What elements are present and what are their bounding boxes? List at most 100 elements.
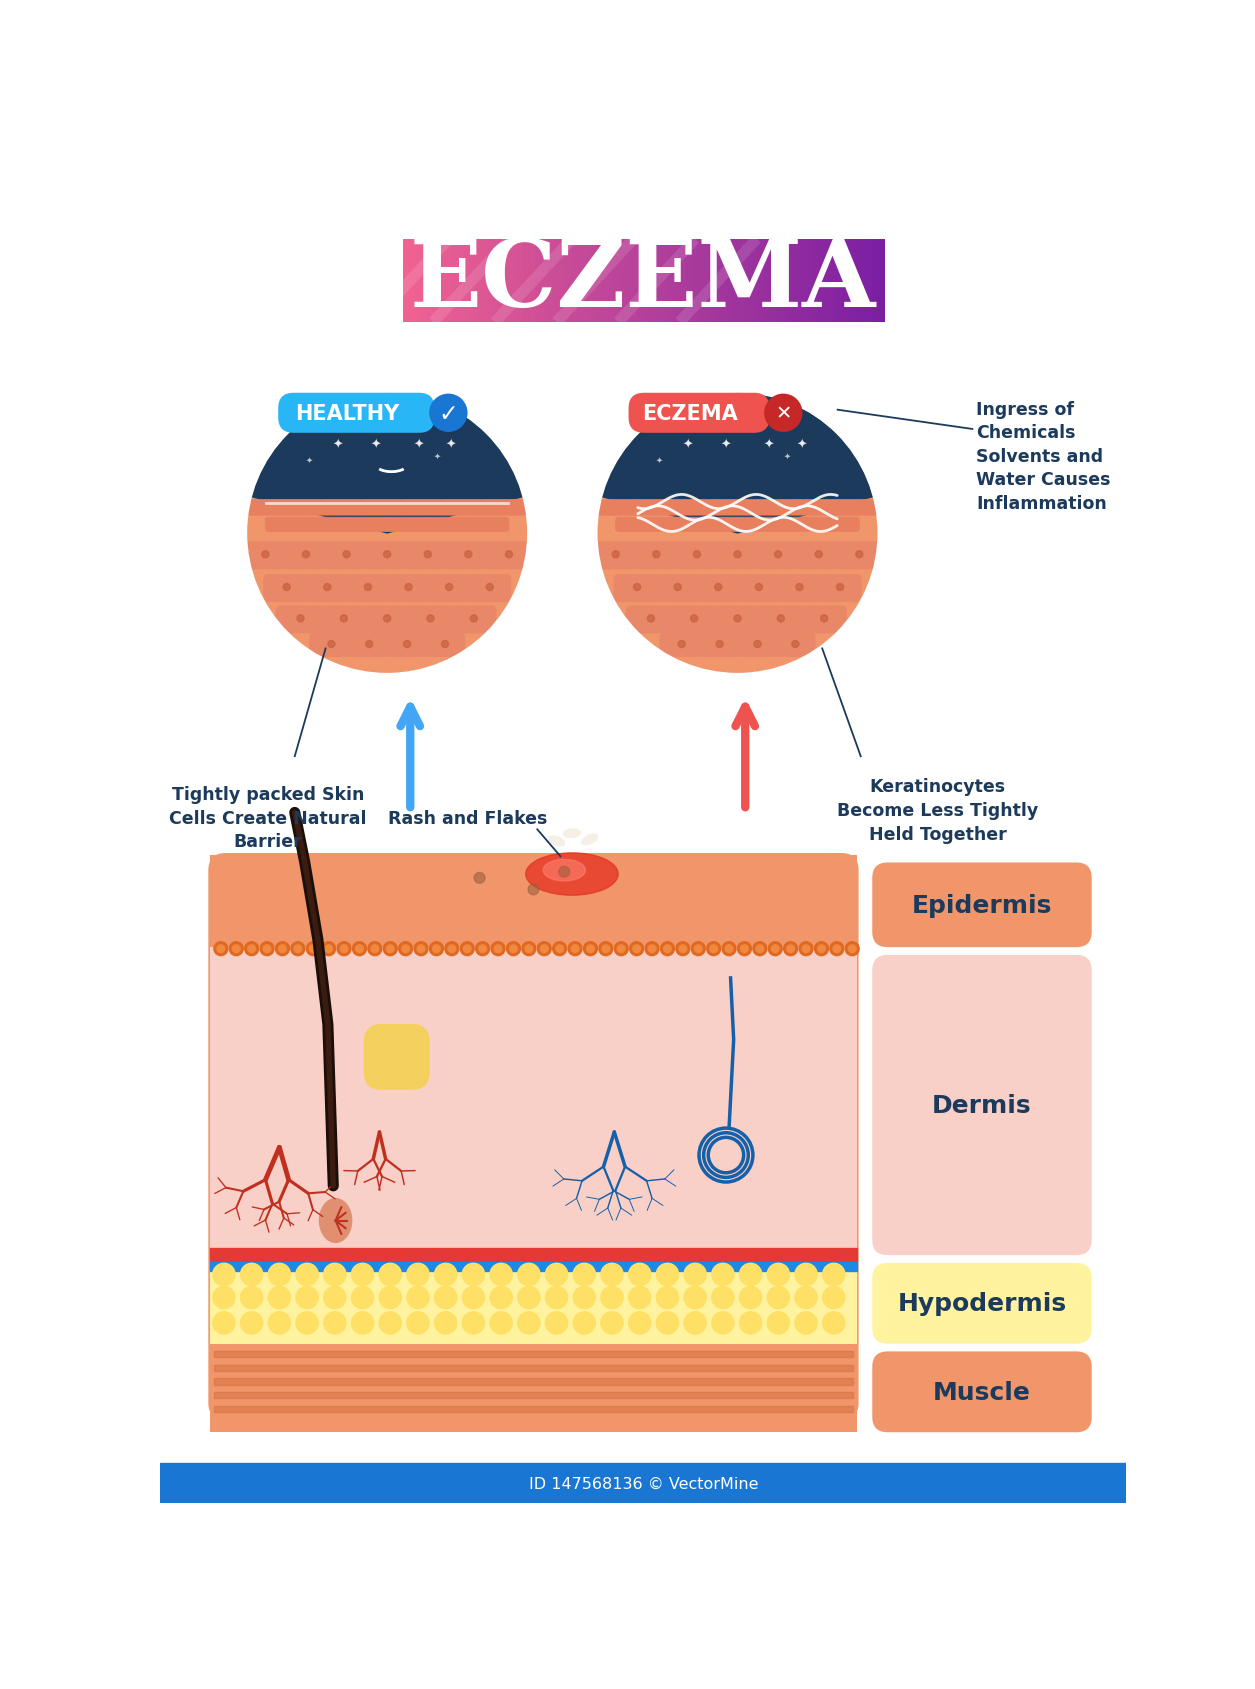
- Circle shape: [799, 942, 813, 956]
- Bar: [535, 240, 542, 323]
- Bar: [607, 240, 614, 323]
- Circle shape: [740, 1263, 762, 1285]
- Bar: [487, 240, 494, 323]
- Circle shape: [442, 642, 448, 649]
- FancyBboxPatch shape: [713, 606, 759, 633]
- Circle shape: [324, 584, 331, 591]
- Circle shape: [355, 946, 363, 953]
- Bar: [468, 240, 476, 323]
- Circle shape: [404, 642, 410, 649]
- FancyBboxPatch shape: [365, 1025, 429, 1089]
- Circle shape: [571, 946, 579, 953]
- Bar: [638, 240, 644, 323]
- FancyBboxPatch shape: [405, 542, 448, 569]
- Ellipse shape: [548, 836, 565, 846]
- Circle shape: [774, 551, 782, 559]
- Circle shape: [552, 942, 566, 956]
- FancyBboxPatch shape: [345, 519, 389, 532]
- FancyBboxPatch shape: [423, 633, 464, 657]
- FancyBboxPatch shape: [484, 500, 528, 515]
- Circle shape: [264, 946, 271, 953]
- FancyBboxPatch shape: [596, 500, 640, 515]
- Circle shape: [328, 642, 335, 649]
- Bar: [511, 240, 518, 323]
- Circle shape: [712, 1312, 734, 1334]
- Bar: [439, 240, 446, 323]
- Text: ✦: ✦: [763, 439, 774, 453]
- Circle shape: [802, 946, 809, 953]
- Circle shape: [692, 942, 705, 956]
- Circle shape: [260, 942, 274, 956]
- Circle shape: [814, 942, 828, 956]
- Circle shape: [574, 1287, 595, 1309]
- FancyBboxPatch shape: [626, 606, 673, 633]
- Circle shape: [435, 1287, 457, 1309]
- Circle shape: [768, 1263, 789, 1285]
- Circle shape: [321, 942, 335, 956]
- Circle shape: [629, 1312, 650, 1334]
- Circle shape: [384, 551, 390, 559]
- Circle shape: [684, 1312, 707, 1334]
- Circle shape: [364, 584, 371, 591]
- Circle shape: [435, 1312, 457, 1334]
- Bar: [673, 240, 680, 323]
- Bar: [517, 240, 525, 323]
- FancyBboxPatch shape: [385, 519, 429, 532]
- Text: Tightly packed Skin
Cells Create Natural
Barrier: Tightly packed Skin Cells Create Natural…: [169, 785, 366, 851]
- Bar: [769, 240, 777, 323]
- Circle shape: [656, 1263, 678, 1285]
- Circle shape: [764, 395, 802, 432]
- Circle shape: [365, 642, 373, 649]
- Circle shape: [399, 942, 413, 956]
- Bar: [860, 240, 867, 323]
- FancyBboxPatch shape: [464, 519, 510, 532]
- Circle shape: [584, 942, 597, 956]
- FancyBboxPatch shape: [385, 576, 429, 601]
- Circle shape: [479, 946, 487, 953]
- Circle shape: [241, 1312, 262, 1334]
- Circle shape: [833, 946, 841, 953]
- Circle shape: [324, 1287, 345, 1309]
- Bar: [498, 240, 506, 323]
- Text: Dermis: Dermis: [932, 1093, 1032, 1118]
- Circle shape: [518, 1287, 540, 1309]
- Circle shape: [754, 642, 761, 649]
- Circle shape: [541, 946, 548, 953]
- Text: Muscle: Muscle: [932, 1380, 1030, 1404]
- Circle shape: [379, 1263, 402, 1285]
- Circle shape: [291, 942, 305, 956]
- Circle shape: [414, 942, 428, 956]
- FancyBboxPatch shape: [757, 606, 803, 633]
- FancyBboxPatch shape: [467, 576, 511, 601]
- Circle shape: [463, 1263, 484, 1285]
- Circle shape: [634, 584, 640, 591]
- Text: ✦: ✦: [433, 451, 441, 459]
- Circle shape: [837, 584, 843, 591]
- Bar: [210, 948, 857, 1255]
- FancyBboxPatch shape: [756, 542, 799, 569]
- Circle shape: [446, 584, 453, 591]
- Circle shape: [407, 1312, 429, 1334]
- Circle shape: [262, 551, 269, 559]
- Circle shape: [507, 942, 521, 956]
- Text: ✦: ✦: [655, 454, 663, 464]
- FancyBboxPatch shape: [670, 606, 717, 633]
- Text: HEALTHY: HEALTHY: [295, 404, 399, 424]
- Text: Hypodermis: Hypodermis: [897, 1292, 1067, 1316]
- Circle shape: [402, 946, 409, 953]
- Circle shape: [738, 942, 752, 956]
- Text: ✓: ✓: [438, 402, 458, 426]
- Circle shape: [302, 551, 310, 559]
- FancyBboxPatch shape: [246, 500, 290, 515]
- FancyBboxPatch shape: [660, 633, 702, 657]
- FancyBboxPatch shape: [348, 633, 389, 657]
- Circle shape: [595, 392, 880, 676]
- FancyBboxPatch shape: [592, 542, 636, 569]
- Circle shape: [405, 584, 412, 591]
- FancyBboxPatch shape: [305, 576, 348, 601]
- Circle shape: [796, 1263, 817, 1285]
- Bar: [644, 240, 650, 323]
- Bar: [213, 1351, 853, 1356]
- FancyBboxPatch shape: [674, 542, 718, 569]
- Circle shape: [506, 551, 512, 559]
